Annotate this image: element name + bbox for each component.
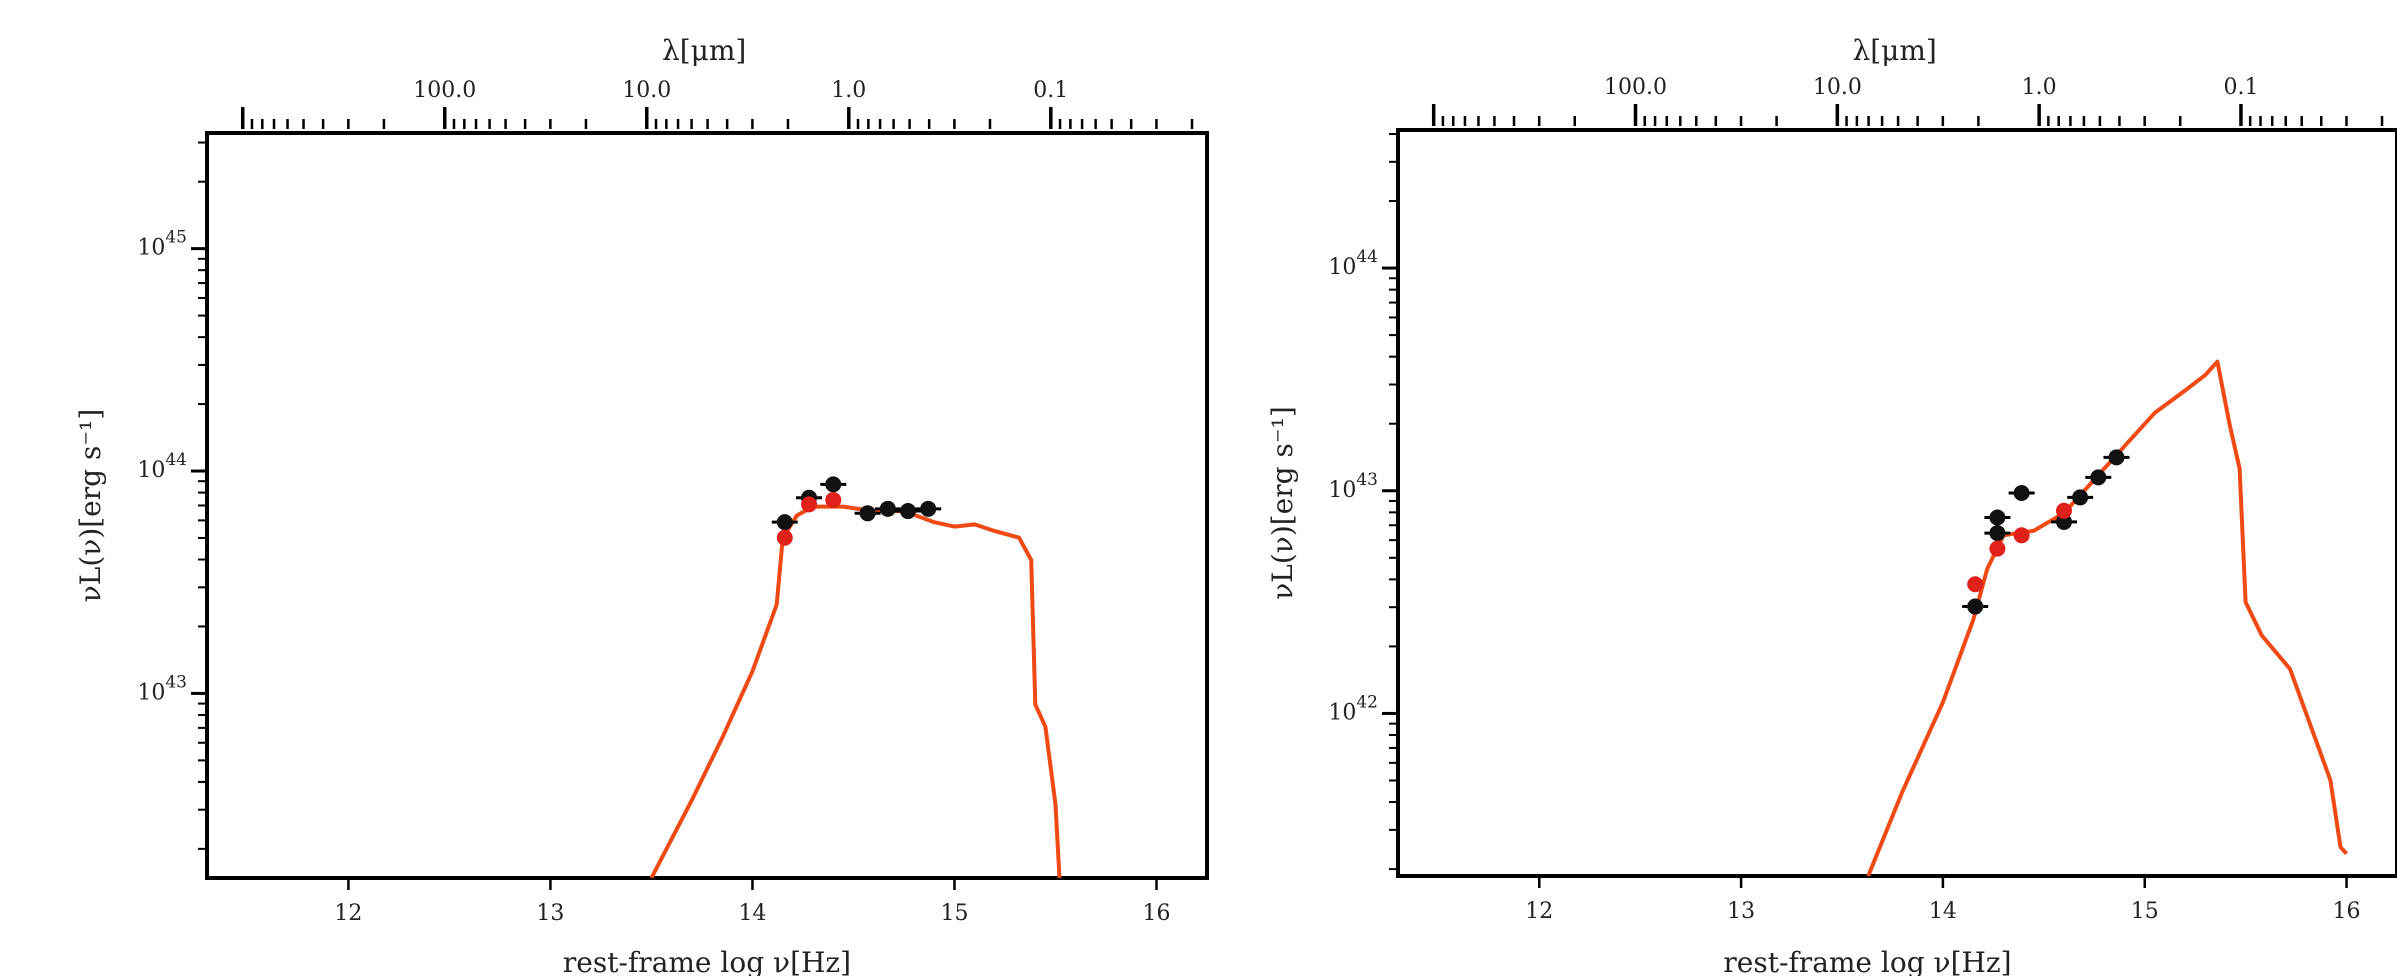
x-tick-label: 15 [2131, 899, 2159, 924]
model-point [1989, 540, 2006, 557]
y-axis-label: νL(ν)[erg s⁻¹] [74, 409, 107, 602]
x-tick-label: 15 [940, 901, 968, 926]
plot-frame [1396, 128, 2397, 878]
x-axis-label: rest-frame log ν[Hz] [563, 946, 851, 976]
plot-area [1866, 359, 2348, 876]
observed-point [2090, 469, 2107, 486]
x-tick-label: 14 [1929, 899, 1957, 924]
y-tick-label: 1042 [1328, 692, 1378, 725]
observed-point [1989, 525, 2006, 542]
model-point [2056, 502, 2072, 519]
model-point [1967, 576, 1984, 593]
model-point [2013, 527, 2030, 544]
observed-point [2108, 449, 2125, 466]
top-tick-label: 0.1 [1033, 78, 1068, 103]
y-tick-label: 1045 [137, 228, 187, 261]
x-tick-label: 13 [1727, 899, 1755, 924]
y-tick-label: 1044 [1328, 247, 1378, 280]
x-tick-label: 13 [536, 901, 564, 926]
y-tick-label: 1043 [137, 672, 187, 705]
plot-area [649, 476, 1062, 878]
top-axis-label: λ[μm] [662, 34, 746, 67]
observed-point [900, 503, 917, 520]
model-point [825, 491, 842, 508]
model-point [801, 496, 818, 513]
y-axis-label: νL(ν)[erg s⁻¹] [1266, 406, 1299, 599]
x-tick-label: 12 [1525, 899, 1553, 924]
observed-point [879, 500, 896, 517]
top-tick-label: 10.0 [1813, 75, 1862, 100]
chart-svg: 12 13 14 15 16 rest-frame log ν[Hz] 1043 1044 10… [74, 34, 1209, 976]
model-point [776, 529, 793, 546]
y-tick-label: 1044 [137, 450, 187, 483]
top-tick-label: 1.0 [2022, 75, 2057, 100]
model-sed-line [649, 504, 1062, 878]
top-axis-label: λ[μm] [1852, 34, 1936, 67]
top-tick-label: 0.1 [2223, 75, 2258, 100]
observed-point [825, 476, 842, 493]
model-sed-line [1866, 359, 2348, 876]
top-tick-label: 1.0 [831, 78, 866, 103]
top-tick-label: 100.0 [1604, 75, 1667, 100]
observed-point [1967, 598, 1984, 615]
y-tick-label: 1043 [1328, 470, 1378, 503]
observed-point [920, 500, 937, 517]
sed-panel-right: 12 13 14 15 16 rest-frame log ν[Hz] 1042 1043 10… [1230, 0, 2397, 976]
top-tick-label: 100.0 [413, 78, 476, 103]
sed-panel-left: 12 13 14 15 16 rest-frame log ν[Hz] 1043 1044 10… [74, 34, 1209, 976]
observed-point [2013, 484, 2030, 501]
observed-point [2056, 513, 2072, 530]
observed-point [859, 505, 876, 522]
x-tick-label: 16 [1142, 901, 1170, 926]
observed-point [2072, 489, 2089, 506]
observed-point [776, 514, 793, 531]
x-axis-label: rest-frame log ν[Hz] [1723, 946, 2011, 976]
top-tick-label: 10.0 [622, 78, 671, 103]
chart-svg: 12 13 14 15 16 rest-frame log ν[Hz] 1042 1043 10… [1266, 34, 2397, 976]
x-tick-label: 16 [2333, 899, 2361, 924]
x-tick-label: 14 [738, 901, 766, 926]
observed-point [1989, 509, 2006, 526]
x-tick-label: 12 [334, 901, 362, 926]
